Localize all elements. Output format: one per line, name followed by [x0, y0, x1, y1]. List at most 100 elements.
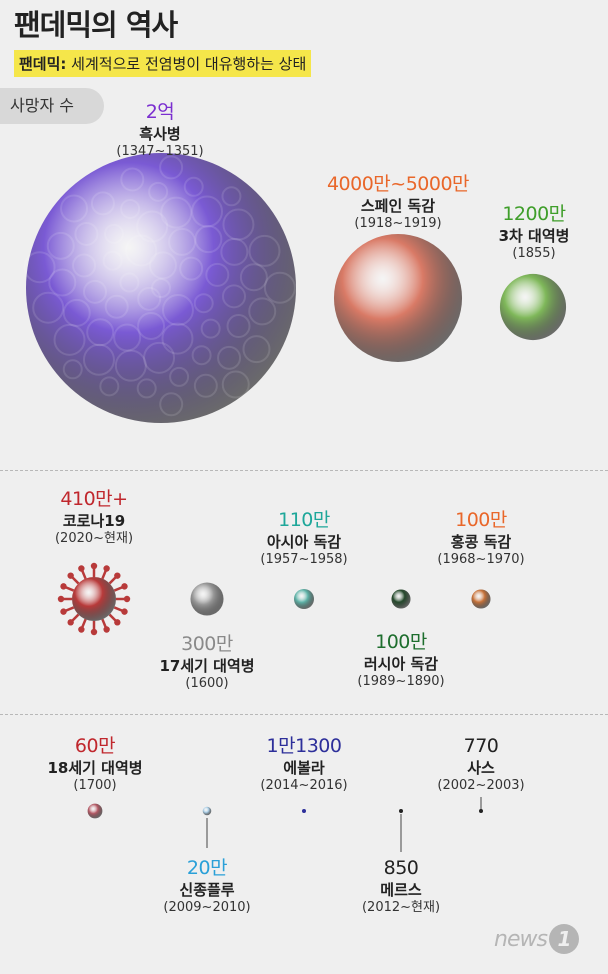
texture-bump: [248, 297, 277, 326]
name-swine-flu: 신종플루: [179, 880, 235, 899]
texture-bump: [194, 225, 223, 254]
label-covid: 410만+ 코로나19 (2020~현재): [55, 487, 133, 548]
texture-bump: [161, 322, 194, 355]
texture-bump: [136, 210, 169, 243]
period-sars: (2002~2003): [437, 778, 525, 794]
texture-bump: [222, 208, 255, 241]
name-black-death: 흑사병: [139, 124, 181, 143]
value-plague-17c: 300만: [181, 633, 233, 655]
name-russian-flu: 러시아 독감: [363, 654, 439, 673]
texture-bump: [48, 268, 77, 297]
logo-text: news: [494, 927, 548, 952]
texture-bump: [263, 271, 296, 304]
covid-spike-tip: [67, 619, 74, 626]
covid-spike-tip: [90, 562, 98, 570]
texture-bump: [120, 198, 141, 219]
label-swine-flu: 20만 신종플루 (2009~2010): [163, 856, 250, 917]
bubble-hk-flu: [471, 589, 491, 609]
texture-bump: [114, 349, 147, 382]
label-plague-17c: 300만 17세기 대역병 (1600): [159, 632, 254, 693]
covid-spike-tip: [121, 608, 128, 615]
name-plague-17c: 17세기 대역병: [159, 656, 255, 675]
texture-bump: [113, 323, 142, 352]
covid-spike-tip: [103, 565, 110, 572]
texture-bump: [72, 253, 97, 278]
texture-bump: [248, 234, 281, 267]
texture-bump: [217, 345, 242, 370]
covid-spike-tip: [57, 595, 65, 603]
bubble-spanish-flu: [333, 233, 463, 363]
name-ebola: 에볼라: [283, 758, 325, 777]
texture-bump: [53, 323, 86, 356]
value-cholera: 1200만: [502, 203, 566, 225]
value-spanish-flu: 4000만~5000만: [326, 173, 470, 195]
covid-spike-tip: [78, 565, 85, 572]
texture-bump: [220, 237, 249, 266]
texture-bump: [62, 298, 91, 327]
period-plague-18c: (1700): [73, 778, 117, 794]
texture-bump: [148, 181, 169, 202]
covid-spike-tip: [60, 583, 67, 590]
texture-bump: [159, 155, 184, 180]
covid-spike-tip: [90, 628, 98, 636]
period-asian-flu: (1957~1958): [260, 552, 348, 568]
period-ebola: (2014~2016): [260, 778, 348, 794]
value-russian-flu: 100만: [375, 631, 427, 653]
texture-bump: [193, 373, 218, 398]
bubble-asian-flu: [293, 588, 315, 610]
texture-bump: [191, 195, 224, 228]
logo-mark: 1: [548, 924, 579, 954]
name-cholera: 3차 대역병: [498, 226, 570, 245]
covid-spike-tip: [78, 626, 85, 633]
value-sars: 770: [463, 735, 499, 757]
value-hk-flu: 100만: [455, 509, 507, 531]
texture-bump: [137, 286, 162, 311]
texture-bump: [125, 234, 158, 267]
bubble-plague-18c: [87, 803, 103, 819]
label-plague-18c: 60만 18세기 대역병 (1700): [47, 734, 142, 795]
covid-spike-tip: [114, 619, 121, 626]
texture-bump: [143, 341, 176, 374]
covid-spike-tip: [123, 595, 131, 603]
texture-bump: [191, 345, 212, 366]
covid-spike-tip: [60, 608, 67, 615]
texture-bump: [120, 167, 145, 192]
texture-bump: [136, 378, 157, 399]
texture-bump: [179, 256, 204, 281]
texture-bump: [200, 318, 221, 339]
texture-bump: [151, 278, 171, 298]
texture-bump: [239, 263, 268, 292]
value-black-death: 2억: [145, 101, 175, 123]
texture-bump: [205, 262, 230, 287]
value-plague-18c: 60만: [74, 735, 116, 757]
texture-bump: [74, 221, 99, 246]
definition-term: 팬데믹:: [19, 55, 67, 73]
covid-spike-tip: [103, 626, 110, 633]
label-mers: 850 메르스 (2012~현재): [362, 856, 440, 917]
texture-bump: [183, 176, 204, 197]
news1-logo: news 1: [494, 924, 579, 954]
definition-banner: 팬데믹: 세계적으로 전염병이 대유행하는 상태: [14, 50, 312, 77]
texture-bump: [137, 311, 166, 340]
covid-spike-tip: [67, 572, 74, 579]
texture-bump: [222, 284, 247, 309]
texture-bump: [160, 196, 193, 229]
texture-bump: [82, 343, 115, 376]
texture-bump: [221, 370, 250, 399]
bubble-russian-flu: [391, 589, 411, 609]
texture-bump: [169, 366, 190, 387]
name-asian-flu: 아시아 독감: [266, 532, 342, 551]
name-hk-flu: 홍콩 독감: [450, 532, 512, 551]
texture-bump: [60, 194, 89, 223]
texture-bump: [242, 335, 271, 364]
texture-bump: [148, 251, 177, 280]
period-plague-17c: (1600): [185, 676, 229, 692]
label-hk-flu: 100만 홍콩 독감 (1968~1970): [437, 508, 524, 569]
period-black-death: (1347~1351): [116, 144, 204, 160]
texture-bump: [23, 251, 56, 284]
label-sars: 770 사스 (2002~2003): [437, 734, 524, 795]
texture-bump: [159, 392, 184, 417]
period-mers: (2012~현재): [361, 900, 441, 916]
period-swine-flu: (2009~2010): [163, 900, 251, 916]
value-swine-flu: 20만: [186, 857, 228, 879]
